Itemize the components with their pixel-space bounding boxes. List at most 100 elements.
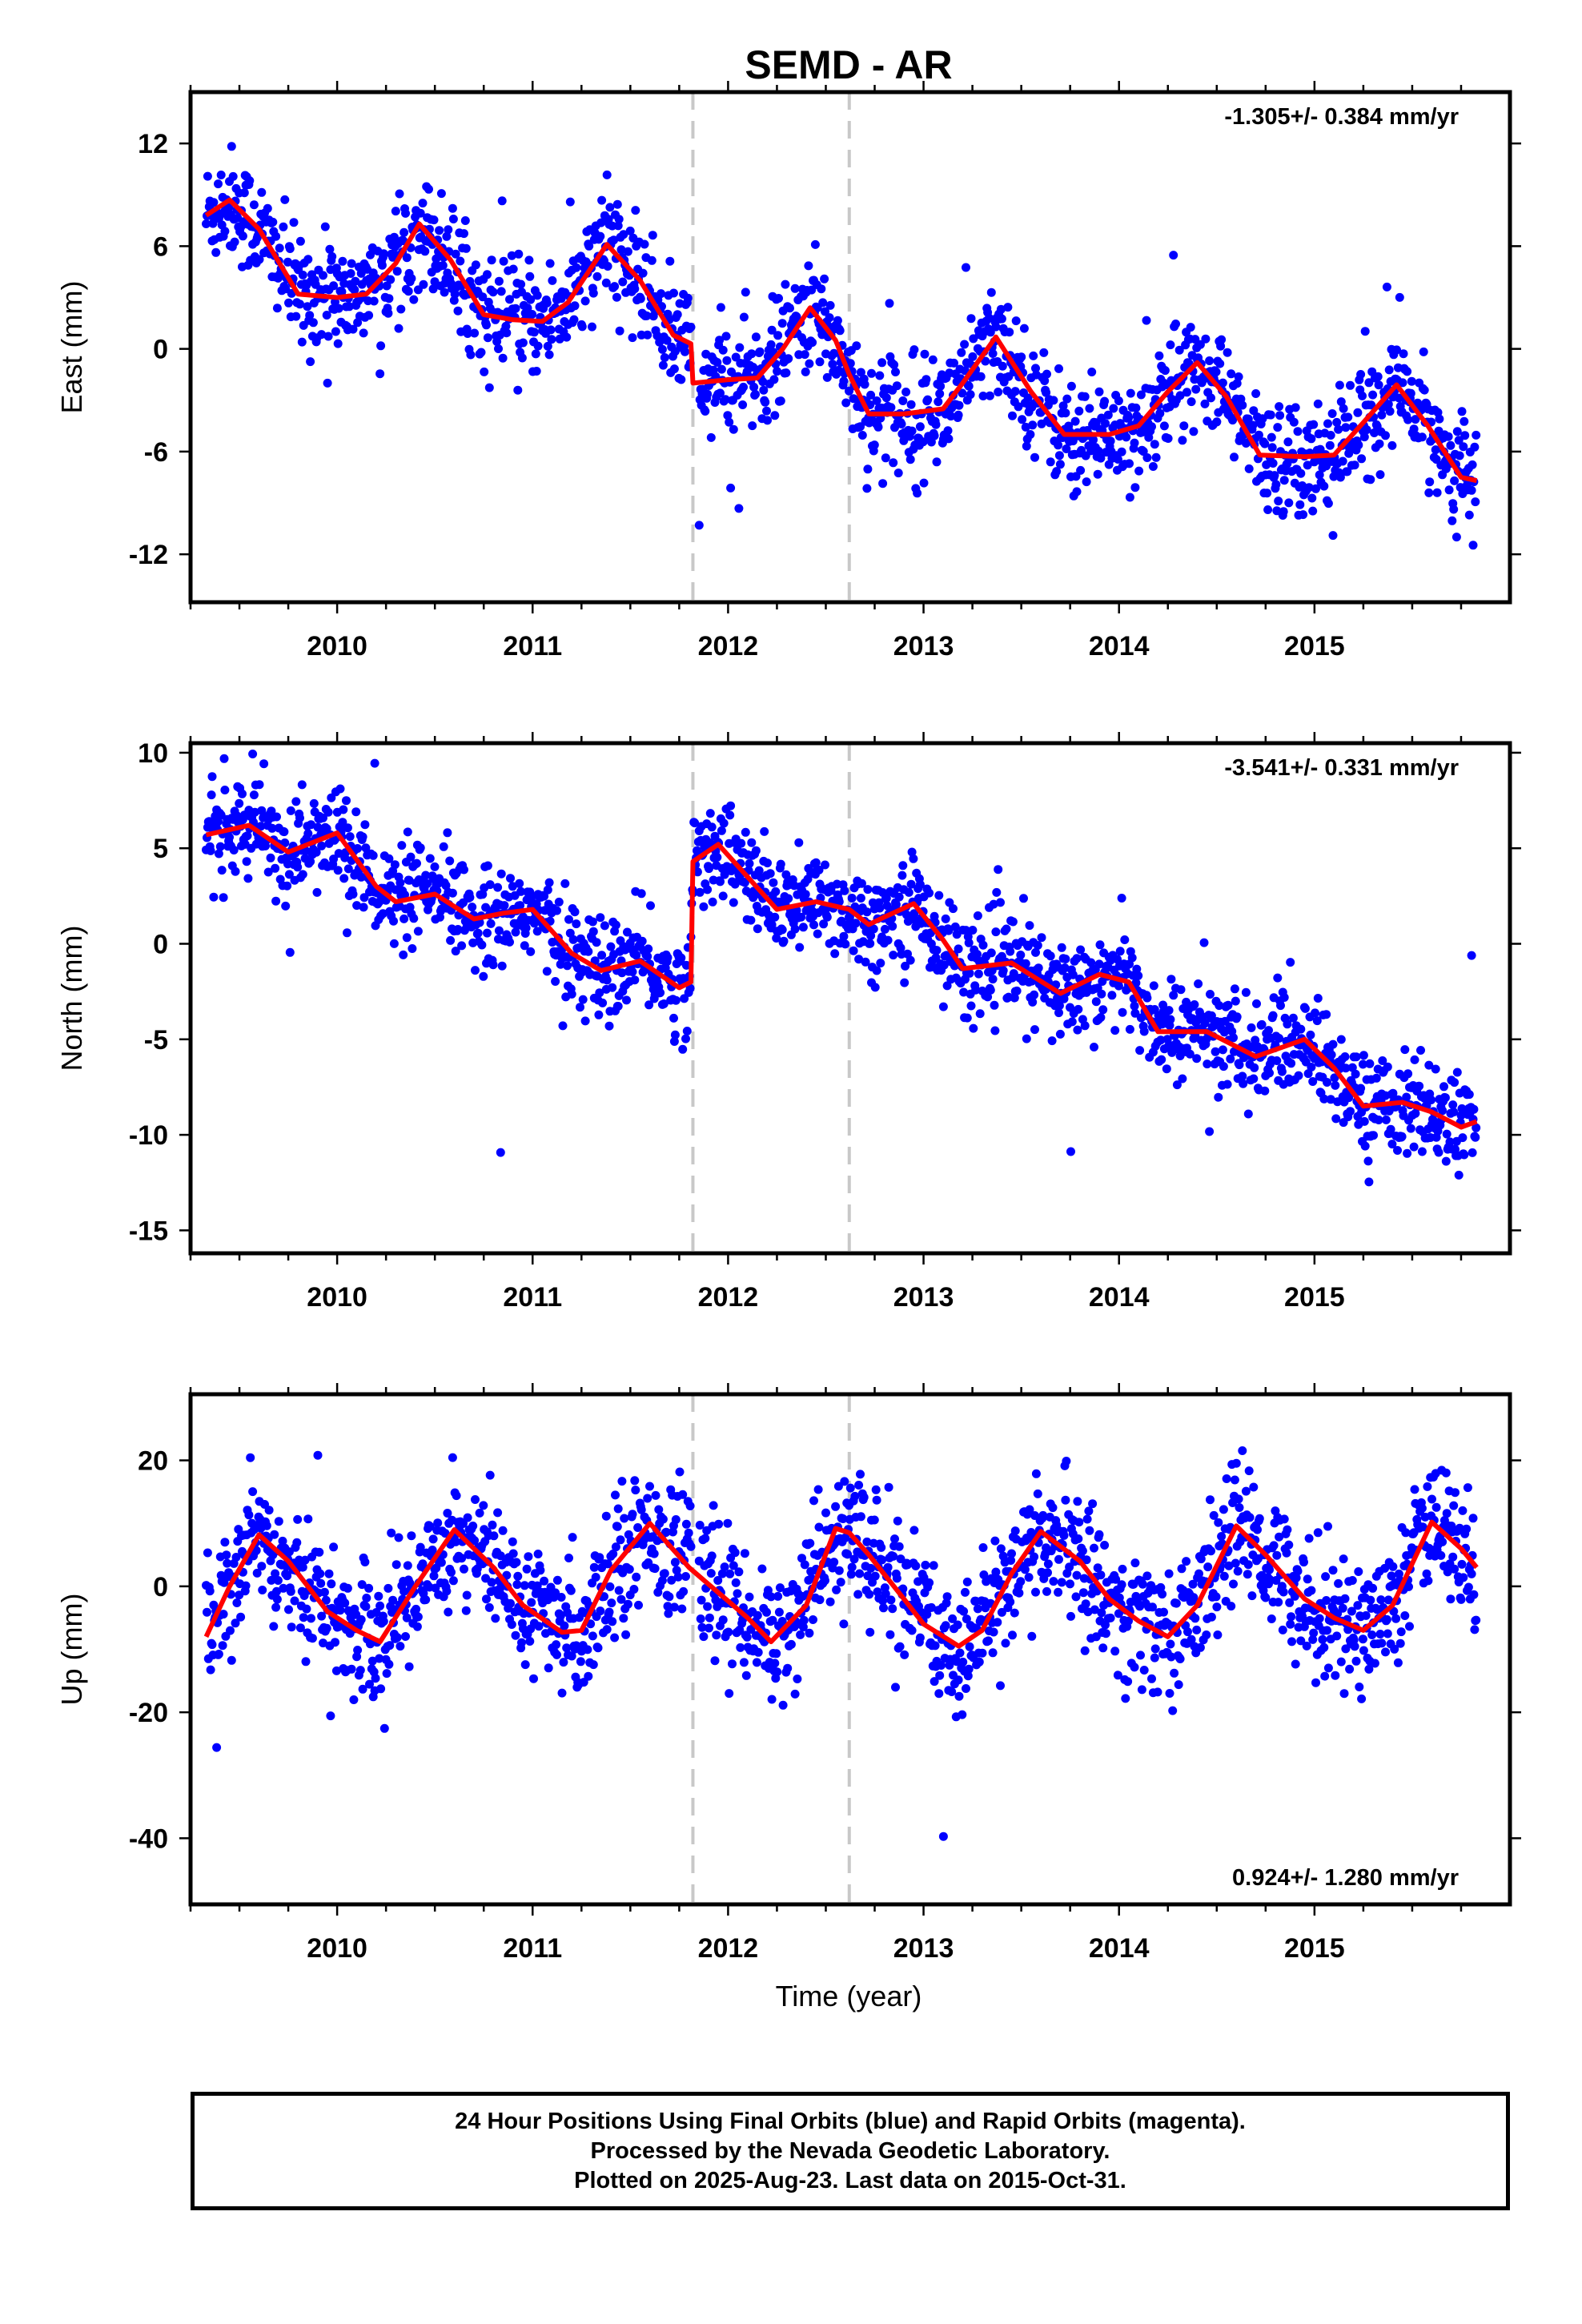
east-point xyxy=(751,389,760,399)
north-point xyxy=(623,927,632,937)
east-point xyxy=(483,333,492,343)
east-point xyxy=(1085,404,1094,413)
east-point xyxy=(1399,349,1408,359)
east-point xyxy=(577,322,587,332)
east-point xyxy=(665,256,675,266)
north-point xyxy=(613,1002,623,1011)
east-point xyxy=(1295,500,1305,509)
up-point xyxy=(768,1615,777,1625)
north-point xyxy=(1445,1137,1455,1147)
east-point xyxy=(954,410,963,420)
north-point xyxy=(243,831,252,841)
up-point xyxy=(1188,1579,1198,1589)
up-point xyxy=(512,1558,521,1567)
up-point xyxy=(1269,1541,1279,1550)
east-point xyxy=(1071,472,1081,481)
north-point xyxy=(1008,917,1018,927)
up-point xyxy=(607,1598,616,1608)
north-y-tick-label: 10 xyxy=(138,738,168,769)
east-point xyxy=(1205,356,1215,365)
east-point xyxy=(1307,434,1316,444)
east-point xyxy=(638,268,648,278)
east-point xyxy=(257,187,267,197)
east-point xyxy=(954,400,964,410)
north-point xyxy=(360,820,370,830)
north-point xyxy=(986,948,996,958)
up-point xyxy=(1261,1593,1271,1602)
east-point xyxy=(889,360,899,369)
up-point xyxy=(366,1639,375,1649)
up-point xyxy=(947,1687,957,1696)
north-point xyxy=(1300,1003,1310,1013)
north-point xyxy=(678,1044,688,1054)
up-point xyxy=(479,1501,488,1510)
up-point xyxy=(219,1610,228,1619)
north-point xyxy=(540,891,549,901)
north-point xyxy=(1440,1093,1450,1103)
north-point xyxy=(572,919,581,929)
up-point xyxy=(307,1634,317,1643)
east-point xyxy=(1021,422,1030,432)
north-point xyxy=(451,947,460,956)
up-point xyxy=(544,1663,553,1673)
east-point xyxy=(543,341,552,351)
up-point xyxy=(335,1606,345,1615)
north-point xyxy=(584,947,593,956)
up-point xyxy=(766,1592,776,1602)
north-point xyxy=(1235,1060,1244,1070)
up-point xyxy=(1123,1677,1133,1687)
up-point xyxy=(707,1551,717,1561)
up-point xyxy=(725,1569,735,1578)
up-point xyxy=(841,1533,850,1542)
east-point xyxy=(930,431,939,440)
east-point xyxy=(1468,460,1477,469)
east-point xyxy=(717,364,726,374)
up-point xyxy=(633,1523,643,1532)
east-y-tick-label: -6 xyxy=(144,437,168,468)
east-point xyxy=(542,298,552,308)
up-point xyxy=(649,1549,659,1558)
east-point xyxy=(1217,335,1227,344)
north-point xyxy=(1107,991,1117,1000)
east-point xyxy=(1284,498,1294,508)
north-point xyxy=(594,1010,604,1019)
north-point xyxy=(632,951,641,960)
up-point xyxy=(1006,1597,1015,1606)
up-point xyxy=(226,1626,235,1635)
north-point xyxy=(409,914,419,923)
up-point xyxy=(1043,1568,1052,1578)
east-point xyxy=(991,322,1001,332)
north-point xyxy=(217,866,227,875)
up-point xyxy=(443,1509,452,1518)
east-point xyxy=(308,318,318,328)
up-point xyxy=(1078,1588,1088,1598)
north-point xyxy=(1157,1055,1166,1064)
north-point xyxy=(285,947,295,957)
up-point xyxy=(412,1622,422,1631)
up-point xyxy=(1203,1562,1213,1572)
east-point xyxy=(905,455,915,464)
up-point xyxy=(595,1553,604,1562)
north-point xyxy=(644,1000,654,1010)
up-point xyxy=(974,1657,984,1667)
up-point xyxy=(797,1554,806,1563)
up-point xyxy=(1219,1571,1229,1581)
up-point xyxy=(302,1604,311,1614)
east-plot-frame xyxy=(188,90,1512,605)
north-point xyxy=(622,995,631,1005)
north-point xyxy=(636,889,646,899)
up-point xyxy=(624,1565,634,1574)
north-point xyxy=(1257,1019,1267,1029)
east-point xyxy=(919,478,929,488)
up-point xyxy=(382,1669,391,1679)
up-point xyxy=(487,1578,496,1587)
north-point xyxy=(1238,1072,1247,1081)
east-point xyxy=(451,249,460,259)
east-point xyxy=(1223,348,1232,357)
east-point xyxy=(1126,388,1135,398)
east-point xyxy=(943,426,953,436)
east-point xyxy=(228,171,238,181)
north-point xyxy=(1288,1013,1298,1023)
up-point xyxy=(996,1681,1005,1691)
east-point xyxy=(986,287,996,297)
